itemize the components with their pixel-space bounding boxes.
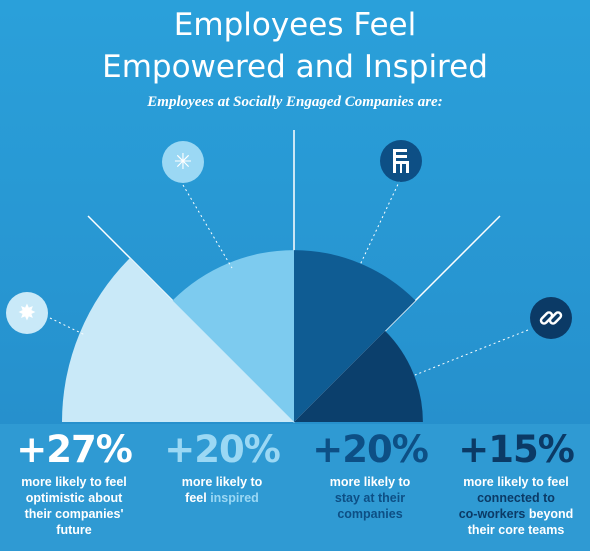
stat-percent: +27% [16,428,133,471]
desc-line: optimistic about [0,490,148,506]
desc-highlight: optimistic [25,491,85,505]
stat-percent: +20% [164,428,281,471]
desc-highlight: inspired [210,491,259,505]
leader-line-optimistic [49,317,86,336]
sparkle-icon: ✸ [6,292,48,334]
desc-line: co-workers beyond [442,506,590,522]
stats-band [0,424,590,551]
desc-line: more likely to [329,475,411,489]
desc-line: more likely to feel [463,475,569,489]
stat-inspired: +20% more likely to feel inspired [148,428,296,506]
desc-line: connected to [477,491,555,505]
leader-line-inspired [182,184,233,269]
stat-optimistic: +27% more likely to feel optimistic abou… [0,428,148,538]
stat-stay: +20% more likely to stay at their compan… [296,428,444,522]
desc-line: their core teams [467,523,565,537]
stat-percent: +15% [458,428,575,471]
pie-slice-optimistic [62,258,294,422]
desc-line: more likely to [181,475,263,489]
leader-line-stay [359,179,401,266]
pie-slice-connected [294,330,423,422]
desc-line: feel inspired [148,490,296,506]
stat-description: more likely to feel connected to co-work… [442,474,590,538]
title-line-1: Employees Feel [173,7,417,43]
desc-line: more likely to feel [21,475,127,489]
desc-line: stay at their [334,491,406,505]
stat-description: more likely to stay at their companies [296,474,444,522]
stat-connected: +15% more likely to feel connected to co… [442,428,590,538]
desc-text: about [84,491,123,505]
desc-line: their companies' [24,507,124,521]
link-icon [530,297,572,339]
desc-text: feel [185,491,211,505]
infographic-title: Employees Feel Empowered and Inspired [0,4,590,88]
desc-line: future [56,523,92,537]
chair-icon [380,140,422,182]
pie-slice-inspired [172,250,294,422]
star-icon: ✳ [162,141,204,183]
stat-description: more likely to feel optimistic about the… [0,474,148,538]
infographic-subtitle: Employees at Socially Engaged Companies … [147,94,443,110]
desc-line: companies [337,507,403,521]
leader-line-connected [414,329,529,376]
desc-text: beyond [525,507,574,521]
desc-highlight: co-workers [458,507,526,521]
stat-percent: +20% [312,428,429,471]
stat-description: more likely to feel inspired [148,474,296,506]
pie-slice-stay [294,250,416,422]
title-line-2: Empowered and Inspired [102,49,488,85]
